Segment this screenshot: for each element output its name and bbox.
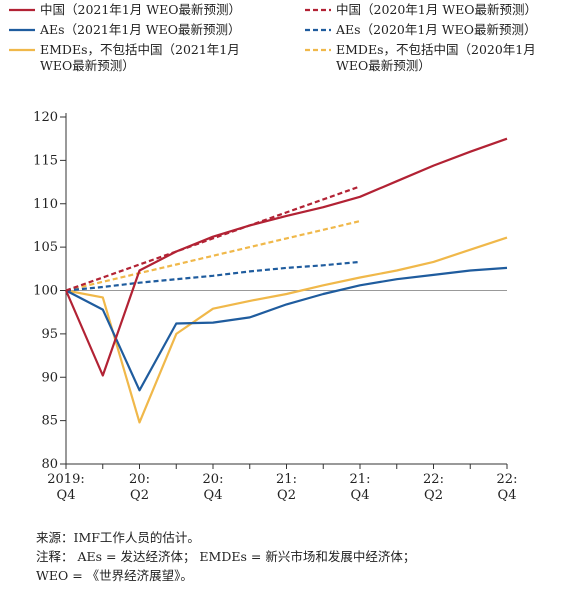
legend-swatch: [8, 2, 36, 18]
x-tick-label-year: 22:: [423, 472, 444, 487]
x-tick-label-quarter: Q4: [57, 488, 76, 503]
series-line-4: [65, 236, 508, 424]
chart-notes: 来源：IMF工作人员的估计。 注释： AEs = 发达经济体； EMDEs = …: [36, 528, 415, 585]
series-line-1: [65, 185, 361, 292]
legend-item-emdes-2021: EMDEs，不包括中国（2021年1月 WEO最新预测）: [8, 42, 240, 74]
y-tick-label: 100: [33, 284, 58, 299]
legend-label: EMDEs，不包括中国（2020年1月 WEO最新预测）: [336, 42, 536, 73]
y-tick-label: 85: [41, 414, 58, 429]
y-tick-label: 95: [41, 327, 58, 342]
legend-label: AEs（2020年1月 WEO最新预测）: [336, 22, 537, 37]
axis-layer: [60, 113, 508, 469]
x-tick-label-quarter: Q4: [351, 488, 370, 503]
legend-item-emdes-2020: EMDEs，不包括中国（2020年1月 WEO最新预测）: [304, 42, 536, 74]
x-tick-label-year: 21:: [276, 472, 297, 487]
legend-swatch: [304, 22, 332, 38]
line-chart: 808590951001051101151202019:Q420:Q220:Q4…: [33, 110, 517, 503]
legend-item-aes-2021: AEs（2021年1月 WEO最新预测）: [8, 22, 241, 38]
legend-item-china-2021: 中国（2021年1月 WEO最新预测）: [8, 2, 241, 18]
series-line-5: [65, 220, 361, 292]
y-tick-label: 115: [33, 153, 58, 168]
x-tick-label-year: 20:: [129, 472, 150, 487]
series-line-2: [65, 266, 508, 392]
series-line-3: [65, 260, 361, 292]
x-tick-label-quarter: Q4: [498, 488, 517, 503]
legend-swatch: [8, 42, 36, 58]
x-tick-label-quarter: Q2: [130, 488, 149, 503]
legend-swatch: [304, 2, 332, 18]
y-tick-label: 90: [41, 370, 58, 385]
label-layer: 808590951001051101151202019:Q420:Q220:Q4…: [33, 110, 517, 503]
y-tick-label: 120: [33, 110, 58, 125]
legend-item-china-2020: 中国（2020年1月 WEO最新预测）: [304, 2, 537, 18]
series-line-0: [64, 137, 508, 377]
legend-label: EMDEs，不包括中国（2021年1月 WEO最新预测）: [40, 42, 240, 73]
legend-swatch: [8, 22, 36, 38]
y-tick-label: 110: [33, 197, 58, 212]
abbreviation-note: 注释： AEs = 发达经济体； EMDEs = 新兴市场和发展中经济体；: [36, 549, 416, 564]
y-tick-label: 105: [33, 240, 58, 255]
x-tick-label-quarter: Q2: [277, 488, 296, 503]
legend-label: AEs（2021年1月 WEO最新预测）: [40, 22, 241, 37]
legend-label: 中国（2020年1月 WEO最新预测）: [336, 2, 537, 17]
source-note: 来源：IMF工作人员的估计。: [36, 530, 200, 545]
x-tick-label-year: 2019:: [47, 472, 84, 487]
x-tick-label-quarter: Q4: [204, 488, 223, 503]
x-tick-label-year: 21:: [350, 472, 371, 487]
y-tick-label: 80: [41, 457, 58, 472]
weo-note: WEO = 《世界经济展望》。: [36, 568, 193, 583]
legend-item-aes-2020: AEs（2020年1月 WEO最新预测）: [304, 22, 537, 38]
x-tick-label-quarter: Q2: [424, 488, 443, 503]
legend-swatch: [304, 42, 332, 58]
series-layer: [64, 137, 508, 424]
legend-label: 中国（2021年1月 WEO最新预测）: [40, 2, 241, 17]
x-tick-label-year: 20:: [203, 472, 224, 487]
x-tick-label-year: 22:: [497, 472, 518, 487]
